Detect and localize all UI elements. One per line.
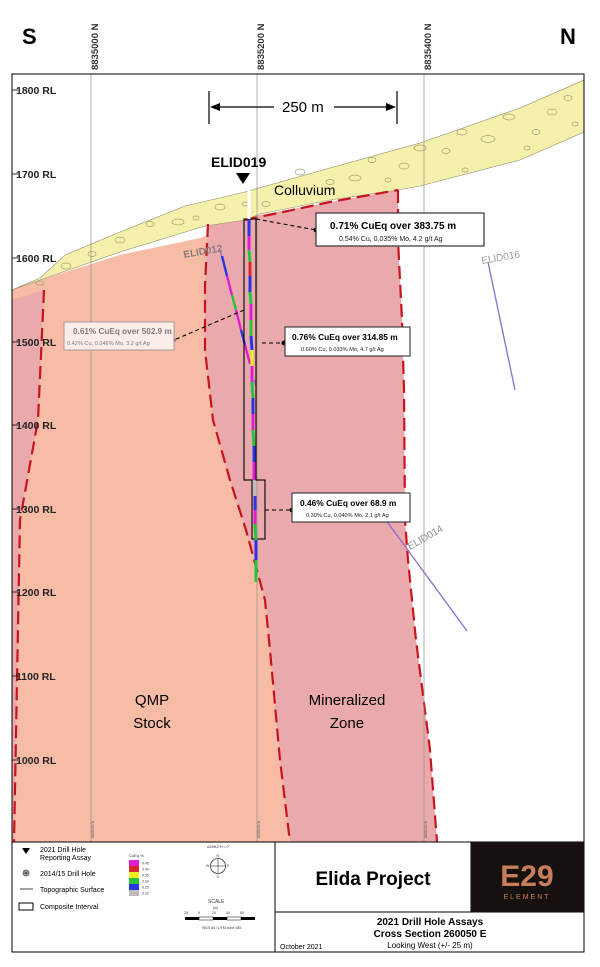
callout-elid019-lower: 0.46% CuEq over 68.9 m 0.30% Cu, 0.040% …: [291, 492, 411, 523]
callout-title: 0.61% CuEq over 502.9 m: [73, 327, 172, 336]
callout-detail: 0.30% Cu, 0.040% Mo, 2.1 g/t Ag: [306, 513, 389, 519]
elev-label: 1800 RL: [16, 85, 57, 97]
elev-label: 1200 RL: [16, 587, 57, 599]
north-label: N: [560, 24, 576, 49]
northing-label: 8835000 N: [90, 23, 101, 70]
azimuth-label: AZIMUTH = 0°: [207, 845, 230, 849]
small-compass: AZIMUTH = 0° N W E S: [206, 845, 230, 879]
scale-title: SCALE: [208, 899, 225, 905]
subtitle-line3: Looking West (+/- 25 m): [387, 941, 473, 950]
color-scale-label: 0.20: [142, 892, 149, 896]
legend-item-topo: Topographic Surface: [40, 887, 104, 894]
drill-trace-elid014: [379, 511, 468, 632]
callout-title: 0.71% CuEq over 383.75 m: [330, 221, 456, 232]
date-label: October 2021: [280, 944, 323, 951]
elev-label: 1100 RL: [16, 671, 56, 683]
elev-label: 1700 RL: [16, 169, 57, 181]
color-scale-swatch: [129, 866, 139, 872]
color-scale-label: 0.35: [142, 874, 149, 878]
elev-label: 1600 RL: [16, 253, 57, 265]
elid019-assay-segments: [247, 188, 258, 582]
color-scale-label: 0.30: [142, 880, 149, 884]
color-scale-swatch: [129, 884, 139, 890]
callout-title: 0.76% CuEq over 314.85 m: [292, 332, 398, 342]
mineralized-label-line1: Mineralized: [309, 692, 386, 709]
datum-label: WGS 84 / UTM zone 18S: [202, 926, 242, 930]
elid019-label: ELID019: [211, 154, 266, 170]
elev-label: 1500 RL: [16, 337, 57, 349]
callout-title: 0.46% CuEq over 68.9 m: [300, 498, 396, 508]
northing-label-small: 8835000 N: [91, 820, 95, 838]
compass-n: N: [217, 854, 220, 858]
color-scale-swatch: [129, 860, 139, 866]
grid-lines: [90, 74, 425, 842]
legend-item-old-hole: 2014/15 Drill Hole: [40, 871, 96, 878]
callout-elid019-total: 0.71% CuEq over 383.75 m 0.54% Cu, 0.035…: [315, 212, 485, 247]
scale-tick-labels: 20 0 20 40 60: [184, 911, 244, 915]
elev-label: 1400 RL: [16, 420, 57, 432]
elevation-ticks: [12, 89, 18, 761]
drill-trace-elid016: [487, 261, 516, 391]
elevation-labels: 1800 RL 1700 RL 1600 RL 1500 RL 1400 RL …: [16, 85, 57, 767]
color-scale-label: 0.45: [142, 862, 149, 866]
color-scale-label: 0.40: [142, 868, 149, 872]
scale-bar-label: 250 m: [282, 99, 324, 116]
scale-tick: 20: [184, 911, 188, 915]
legend-item-2021-line1: 2021 Drill Hole: [40, 847, 86, 854]
elid019-collar-marker: [236, 173, 250, 184]
subtitle-line1: 2021 Drill Hole Assays: [377, 917, 484, 928]
south-label: S: [22, 24, 37, 49]
callout-leaders: [173, 218, 317, 511]
callout-elid019-upper: 0.76% CuEq over 314.85 m 0.60% Cu, 0.033…: [284, 326, 411, 357]
small-scale-bar: [185, 916, 255, 921]
northing-labels: 8835000 N 8835200 N 8835400 N: [90, 23, 434, 70]
project-title: Elida Project: [315, 869, 431, 890]
scale-bar-250m: [208, 91, 398, 124]
collar-symbol: [22, 848, 30, 854]
scale-tick: 20: [212, 911, 216, 915]
subtitle-line2: Cross Section 260050 E: [374, 929, 487, 940]
bottom-northing-labels: 8835000 N 8835200 N 8835400 N: [91, 820, 428, 838]
callout-detail: 0.60% Cu, 0.033% Mo, 4.7 g/t Ag: [301, 347, 384, 353]
callout-detail: 0.42% Cu, 0.046% Mo, 3.2 g/t Ag: [67, 341, 150, 347]
composite-interval-symbol: [18, 902, 34, 911]
color-scale-label: 0.25: [142, 886, 149, 890]
colluvium-label: Colluvium: [274, 182, 335, 198]
logo-subtext: ELEMENT: [503, 894, 550, 901]
compass-s: S: [217, 875, 220, 879]
elev-label: 1300 RL: [16, 504, 57, 516]
elev-label: 1000 RL: [16, 755, 57, 767]
qmp-label-line1: QMP: [135, 692, 169, 709]
callout-elid012: 0.61% CuEq over 502.9 m 0.42% Cu, 0.046%…: [63, 321, 175, 351]
northing-label: 8835200 N: [256, 23, 267, 70]
northing-label-small: 8835200 N: [257, 820, 261, 838]
legend-item-2021-line2: Reporting Assay: [40, 855, 91, 862]
compass-w: W: [206, 864, 210, 868]
colluvium-unit: [12, 79, 584, 291]
company-logo: [471, 842, 584, 912]
northing-label: 8835400 N: [423, 23, 434, 70]
mineralized-label-line2: Zone: [330, 715, 364, 732]
color-scale-swatch: [129, 872, 139, 878]
scale-unit: (m): [213, 906, 218, 910]
color-scale-swatch: [129, 878, 139, 884]
colluvium-pebbles: [35, 95, 579, 286]
color-scale-title: CuEq %: [129, 853, 144, 858]
legend-item-composite: Composite Interval: [40, 904, 99, 911]
qmp-label-line2: Stock: [133, 715, 171, 732]
callout-detail: 0.54% Cu, 0.035% Mo, 4.2 g/t Ag: [339, 236, 443, 243]
color-scale-swatch: [129, 890, 139, 896]
scale-tick: 40: [226, 911, 230, 915]
color-scale: 0.45 0.40 0.35 0.30 0.25 0.20: [129, 860, 149, 896]
northing-label-small: 8835400 N: [424, 820, 428, 838]
scale-tick: 60: [240, 911, 244, 915]
logo-mark: E29: [500, 860, 553, 893]
compass-e: E: [227, 864, 230, 868]
scale-tick: 0: [198, 911, 200, 915]
